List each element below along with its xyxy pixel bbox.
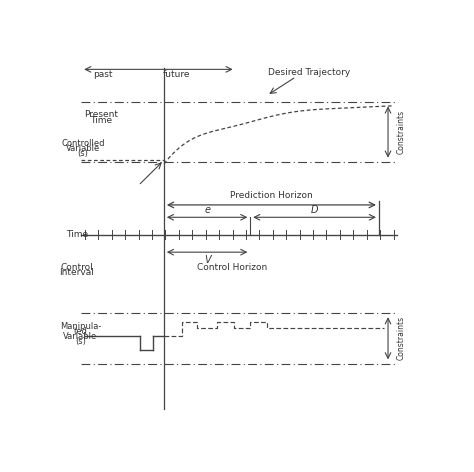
Text: Constraints: Constraints	[396, 316, 405, 360]
Text: Controlled: Controlled	[61, 139, 105, 148]
Text: (s): (s)	[75, 337, 86, 346]
Text: Desired Trajectory: Desired Trajectory	[268, 68, 350, 77]
Text: e: e	[204, 205, 210, 215]
Text: (s): (s)	[78, 149, 89, 158]
Text: Constraints: Constraints	[396, 110, 405, 154]
Text: Variable: Variable	[66, 144, 100, 153]
Text: Control Horizon: Control Horizon	[197, 263, 267, 272]
Text: Prediction Horizon: Prediction Horizon	[230, 191, 313, 200]
Text: past: past	[93, 70, 113, 79]
Text: D: D	[311, 205, 319, 215]
Text: Interval: Interval	[59, 269, 94, 278]
Text: Present: Present	[84, 110, 118, 119]
Text: Variable: Variable	[64, 332, 98, 341]
Text: Time: Time	[91, 116, 112, 125]
Text: Control: Control	[61, 263, 93, 272]
Text: ted: ted	[73, 327, 88, 336]
Text: future: future	[163, 70, 191, 79]
Text: V: V	[204, 255, 210, 265]
Text: Manipula-: Manipula-	[60, 322, 101, 331]
Text: Time: Time	[66, 230, 88, 239]
